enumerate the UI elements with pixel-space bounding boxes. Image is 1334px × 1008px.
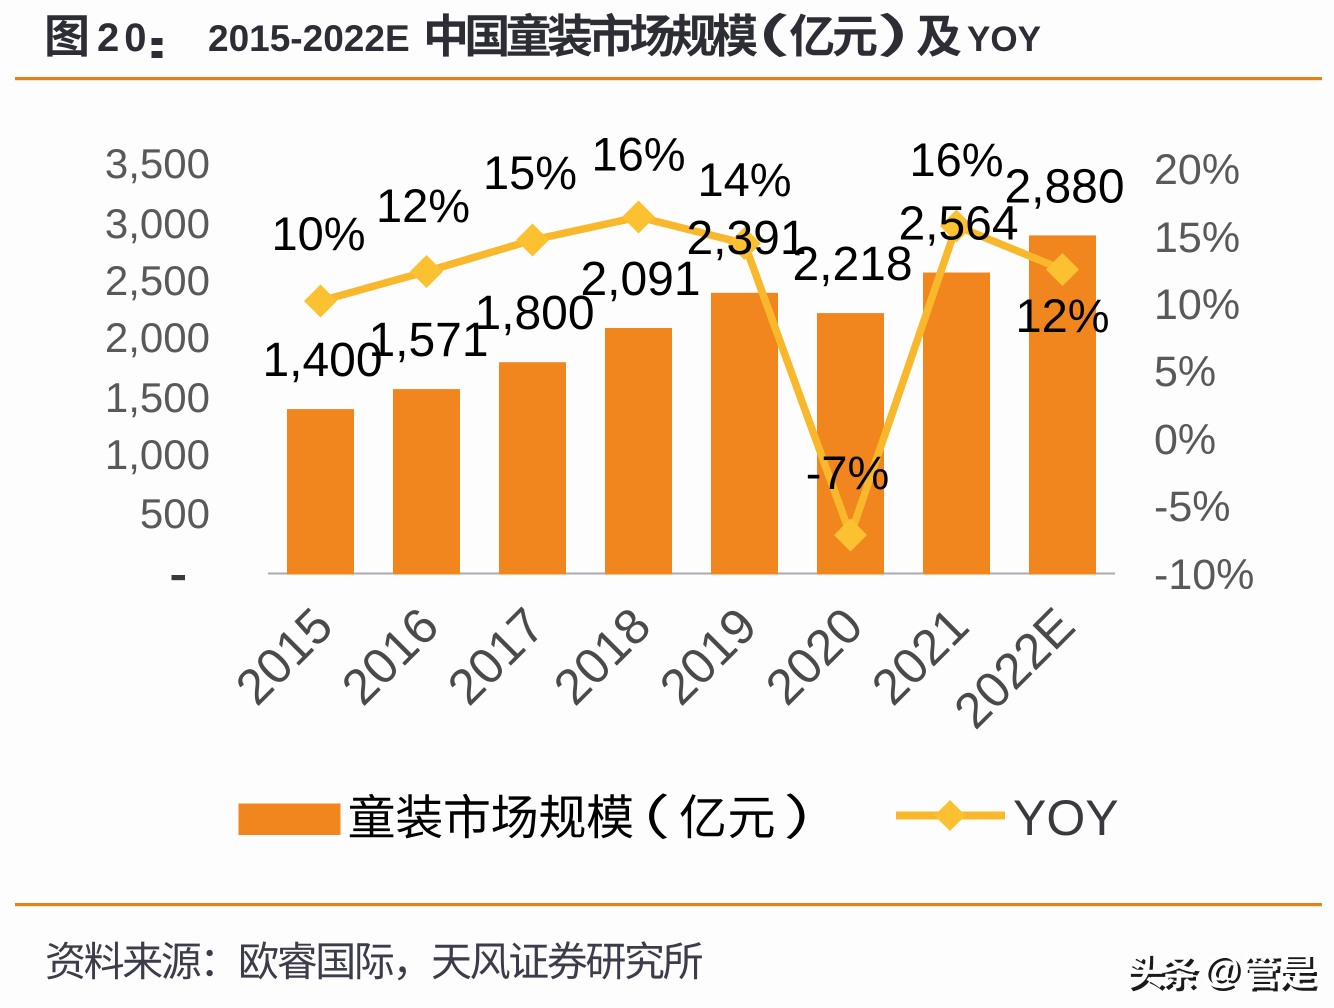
svg-text:1,400: 1,400: [262, 334, 382, 387]
svg-text:2,091: 2,091: [580, 253, 700, 306]
svg-text:2015-2022E: 2015-2022E: [208, 18, 410, 59]
svg-text:12%: 12%: [376, 179, 470, 232]
svg-text:1,500: 1,500: [105, 374, 210, 421]
svg-text:20: 20: [97, 16, 152, 60]
svg-text:-7%: -7%: [806, 446, 890, 499]
svg-text:20%: 20%: [1154, 146, 1240, 194]
svg-text:3,500: 3,500: [105, 140, 210, 187]
svg-text:2,000: 2,000: [105, 314, 210, 361]
svg-text:12%: 12%: [1015, 289, 1109, 342]
svg-text:14%: 14%: [697, 153, 791, 206]
svg-text:16%: 16%: [591, 128, 685, 181]
svg-text:15%: 15%: [483, 146, 577, 199]
svg-text:15%: 15%: [1154, 214, 1240, 262]
svg-text:16%: 16%: [909, 133, 1003, 186]
svg-text:1,000: 1,000: [105, 431, 210, 478]
svg-text:-5%: -5%: [1154, 483, 1230, 531]
svg-text:0%: 0%: [1154, 416, 1216, 464]
svg-text:-10%: -10%: [1154, 551, 1254, 599]
svg-text:1,571: 1,571: [368, 314, 488, 367]
svg-text:@: @: [1203, 949, 1240, 991]
svg-text:@: @: [1206, 952, 1243, 994]
svg-text:10%: 10%: [1154, 281, 1240, 329]
svg-text:2,391: 2,391: [686, 212, 806, 265]
svg-text:1,800: 1,800: [474, 287, 594, 340]
svg-text:2,564: 2,564: [898, 198, 1018, 251]
svg-text:3,000: 3,000: [105, 200, 210, 247]
svg-text:5%: 5%: [1154, 348, 1216, 396]
svg-text:YOY: YOY: [1013, 790, 1119, 846]
svg-text:YOY: YOY: [967, 20, 1041, 59]
svg-text:2,500: 2,500: [105, 257, 210, 304]
svg-text:2,880: 2,880: [1004, 160, 1124, 213]
svg-text:10%: 10%: [271, 207, 365, 260]
svg-text:500: 500: [140, 490, 210, 537]
svg-text:2,218: 2,218: [792, 238, 912, 291]
